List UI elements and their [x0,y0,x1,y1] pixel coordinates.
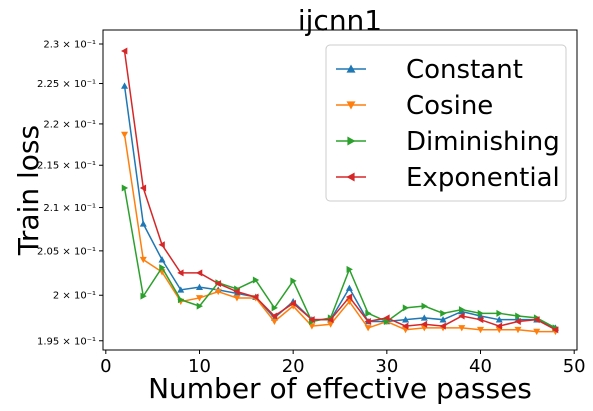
data-point [121,82,129,89]
data-point [365,309,372,317]
legend-label: Diminishing [406,127,560,157]
data-point [458,306,466,314]
x-axis-label: Number of effective passes [148,372,532,405]
data-point [271,304,278,312]
data-point [196,302,203,310]
x-tick-label: 10 [188,356,211,377]
data-point [308,323,316,330]
data-point [158,241,165,249]
data-point [270,318,278,326]
data-point [346,265,353,273]
data-point [364,325,372,332]
legend-box [325,44,567,202]
data-point [495,322,503,330]
data-point [420,320,428,328]
data-point [140,292,147,300]
y-tick-label: 2 × 10⁻¹ [53,291,96,302]
data-point [252,293,259,301]
series-line [123,134,556,333]
series-line [123,85,556,329]
data-point [533,328,541,336]
data-point [121,184,129,192]
data-point [233,288,240,296]
y-tick-label: 2.2 × 10⁻¹ [43,119,96,130]
legend-marker [346,64,356,73]
data-point [515,312,522,320]
data-point [121,131,129,139]
y-tick-label: 2.15 × 10⁻¹ [37,161,96,172]
legend-marker [347,136,356,146]
data-point [551,326,559,334]
data-point [308,316,315,324]
data-point [289,299,296,307]
data-point [195,269,203,277]
data-point [439,322,446,330]
data-point [233,295,241,302]
data-point [345,293,353,301]
y-tick-label: 1.95 × 10⁻¹ [37,336,96,347]
data-point [496,309,503,317]
y-tick-label: 2.1 × 10⁻¹ [43,203,96,214]
y-tick-label: 2.05 × 10⁻¹ [37,246,96,257]
data-point [477,309,485,317]
data-point [327,321,335,328]
x-tick-label: 20 [282,356,305,377]
data-point [270,312,278,320]
data-point [195,283,203,290]
data-point [195,295,203,302]
data-point [177,286,185,293]
data-point [383,314,390,322]
data-point [364,318,371,326]
data-point [139,184,147,192]
data-point [252,276,260,284]
legend-label: Exponential [406,163,560,193]
data-point [477,316,484,324]
legend-marker [346,172,355,182]
legend-marker [346,101,356,110]
y-tick-label: 2.3 × 10⁻¹ [43,40,96,51]
data-point [421,302,428,310]
series-line [123,187,556,329]
data-point [458,312,465,320]
legend-label: Constant [406,55,523,85]
data-point [214,280,222,288]
data-point [440,309,447,317]
data-point [514,318,521,326]
data-point [402,304,410,312]
x-tick-label: 40 [469,356,492,377]
data-point [177,269,184,277]
data-point [402,322,409,330]
x-tick-label: 0 [100,356,111,377]
data-point [458,325,466,332]
data-point [514,326,522,334]
data-point [139,256,147,264]
chart-title: ijcnn1 [298,4,382,37]
x-tick-label: 30 [375,356,398,377]
data-point [177,296,185,304]
data-point [345,284,353,291]
data-point [477,326,485,334]
data-point [402,316,410,323]
x-tick-label: 50 [563,356,586,377]
data-point [290,277,297,285]
y-axis-label: Train loss [12,125,45,256]
data-point [214,288,222,296]
legend-label: Cosine [406,91,493,121]
data-point [439,316,447,323]
data-point [384,318,391,326]
y-tick-label: 2.25 × 10⁻¹ [37,79,96,90]
data-point [121,47,128,55]
plot-frame [102,29,578,351]
data-point [533,316,540,324]
data-point [327,316,334,324]
data-point [158,256,166,263]
data-point [420,314,428,321]
data-point [495,316,503,323]
data-point [159,264,166,272]
data-point [139,220,147,227]
